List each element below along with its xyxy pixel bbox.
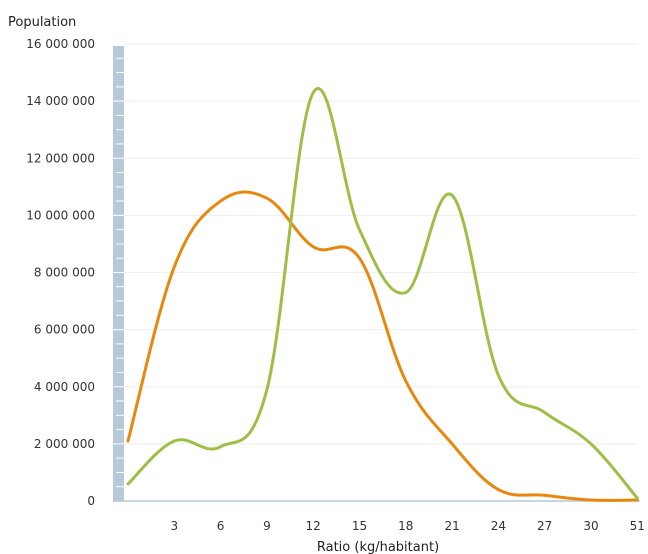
- y-tick-label: 10 000 000: [26, 208, 95, 222]
- x-tick-label: 12: [306, 519, 321, 533]
- y-tick-label: 14 000 000: [26, 94, 95, 108]
- series-line-2: [126, 87, 639, 500]
- x-tick-label: 6: [217, 519, 225, 533]
- x-tick-label: 24: [491, 519, 506, 533]
- series-lines: [126, 87, 639, 502]
- y-axis-title: Population: [8, 15, 76, 30]
- x-tick-label: 9: [263, 519, 271, 533]
- x-tick-label: 3: [170, 519, 178, 533]
- x-tick-label: 51: [630, 519, 645, 533]
- x-tick-label: 27: [537, 519, 552, 533]
- x-axis-tick-labels: 3 6 9 12 15 18 21 24 27 30 51: [170, 519, 644, 533]
- x-tick-label: 21: [444, 519, 459, 533]
- y-tick-label: 4 000 000: [34, 380, 95, 394]
- x-tick-label: 30: [583, 519, 598, 533]
- y-axis-minor-ticks: [113, 43, 124, 502]
- series-line-1: [126, 190, 639, 502]
- y-tick-label: 8 000 000: [34, 266, 95, 280]
- y-tick-label: 12 000 000: [26, 151, 95, 165]
- x-tick-label: 15: [352, 519, 367, 533]
- y-tick-label: 2 000 000: [34, 437, 95, 451]
- y-axis-bar: [113, 46, 124, 501]
- x-axis-title: Ratio (kg/habitant): [317, 540, 439, 554]
- y-axis-tick-labels: 0 2 000 000 4 000 000 6 000 000 8 000 000 10 …: [26, 37, 95, 508]
- grid-lines: [124, 43, 638, 445]
- x-tick-label: 18: [398, 519, 413, 533]
- y-tick-label: 16 000 000: [26, 37, 95, 51]
- y-tick-label: 6 000 000: [34, 323, 95, 337]
- y-tick-label: 0: [87, 494, 95, 508]
